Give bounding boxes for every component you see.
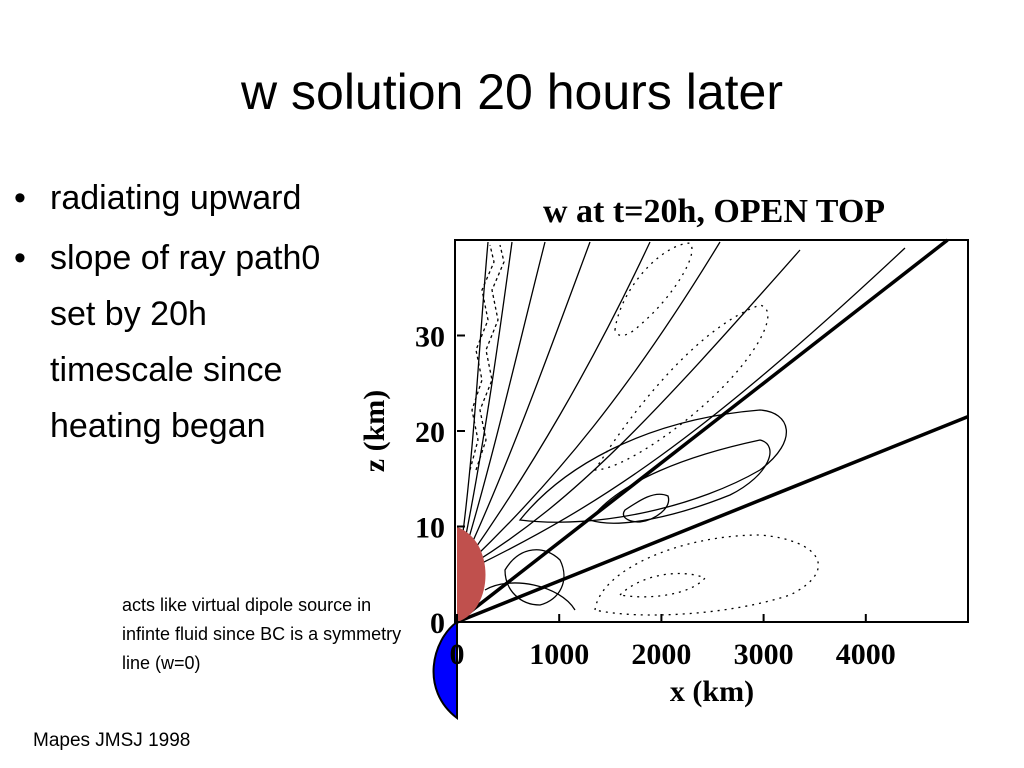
x-tick-label: 0 (450, 638, 465, 671)
y-tick-label: 0 (430, 607, 445, 640)
contour-line (622, 493, 670, 523)
contour-line (471, 241, 721, 561)
bullet-item: • slope of ray path0 set by 20h timescal… (14, 230, 334, 454)
ray-path-line (456, 415, 969, 624)
dipole-note: acts like virtual dipole source in infin… (122, 595, 402, 673)
y-tick-label: 20 (415, 416, 445, 449)
contour-line (484, 582, 576, 611)
y-axis-label: z (km) (358, 390, 391, 472)
bullet-text: slope of ray path0 set by 20h timescale … (50, 239, 321, 445)
y-axis-ticks: 0 10 20 30 (415, 321, 465, 640)
bullet-item: • radiating upward (14, 170, 334, 226)
contour-line (469, 241, 651, 557)
y-tick-label: 30 (415, 321, 445, 354)
x-axis-ticks: 0 1000 2000 3000 4000 (450, 614, 896, 671)
slide-title: w solution 20 hours later (241, 64, 783, 120)
contour-line (465, 241, 546, 549)
contour-line (518, 409, 788, 523)
contour-line (473, 249, 801, 564)
x-axis-label: x (km) (670, 675, 754, 708)
ray-paths (455, 238, 969, 624)
x-tick-label: 3000 (734, 638, 794, 671)
contour-line (463, 241, 513, 546)
bullet-text: radiating upward (50, 179, 302, 217)
x-tick-label: 2000 (631, 638, 691, 671)
chart-title: w at t=20h, OPEN TOP (543, 193, 885, 230)
bullet-dot-icon: • (14, 239, 26, 277)
y-tick-label: 10 (415, 512, 445, 545)
bullet-dot-icon: • (14, 179, 26, 217)
virtual-source-region (432, 620, 458, 721)
heating-region (457, 527, 486, 622)
x-tick-label: 4000 (836, 638, 896, 671)
x-tick-label: 1000 (529, 638, 589, 671)
contour-line (475, 247, 906, 567)
contour-line (461, 241, 489, 541)
contour-line (467, 241, 591, 553)
ray-path-line (455, 238, 949, 624)
citation: Mapes JMSJ 1998 (33, 730, 191, 751)
contour-line (593, 304, 769, 471)
bullet-list: • radiating upward • slope of ray path0 … (14, 170, 334, 458)
